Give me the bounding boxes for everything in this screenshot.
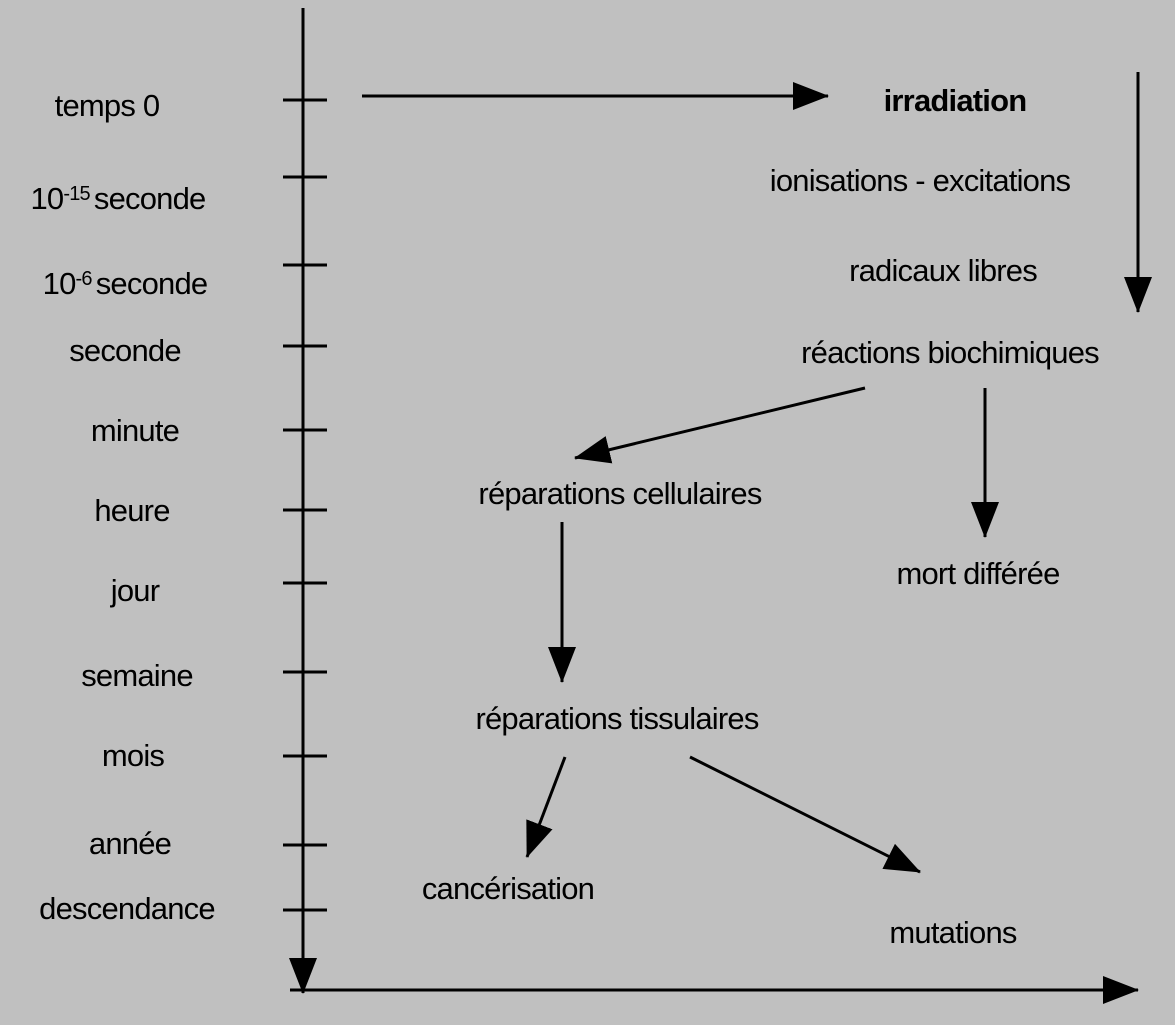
time-label: heure — [94, 493, 169, 528]
unit: seconde — [96, 266, 208, 301]
unit: seconde — [94, 181, 206, 216]
ticks — [283, 98, 327, 912]
time-label: année — [89, 826, 171, 861]
time-label: semaine — [81, 658, 193, 693]
time-label: 10-6 seconde — [43, 266, 208, 301]
node-label: cancérisation — [422, 871, 594, 906]
base: 10 — [43, 266, 76, 301]
arrows — [362, 72, 1152, 874]
node-label: réparations tissulaires — [475, 701, 758, 736]
time-label: 10-15 seconde — [30, 181, 205, 216]
time-label: descendance — [39, 891, 215, 926]
node-label: irradiation — [884, 83, 1027, 118]
time-label: seconde — [69, 333, 181, 368]
node-label: ionisations - excitations — [770, 163, 1071, 198]
time-label: minute — [91, 413, 179, 448]
arrow — [574, 386, 866, 464]
time-label: jour — [110, 573, 160, 608]
time-label: mois — [102, 738, 165, 773]
arrow — [525, 756, 567, 858]
base: 10 — [30, 181, 63, 216]
exponent: -6 — [76, 268, 93, 290]
nodes: irradiation ionisations - excitations radi… — [422, 83, 1100, 950]
node-label: réactions biochimiques — [801, 335, 1099, 370]
node-label: mort différée — [896, 556, 1059, 591]
time-label: temps 0 — [55, 88, 160, 123]
node-label: radicaux libres — [849, 253, 1037, 288]
node-label: mutations — [889, 915, 1016, 950]
node-label: réparations cellulaires — [478, 476, 761, 511]
arrow — [689, 755, 921, 874]
exponent: -15 — [63, 183, 90, 205]
